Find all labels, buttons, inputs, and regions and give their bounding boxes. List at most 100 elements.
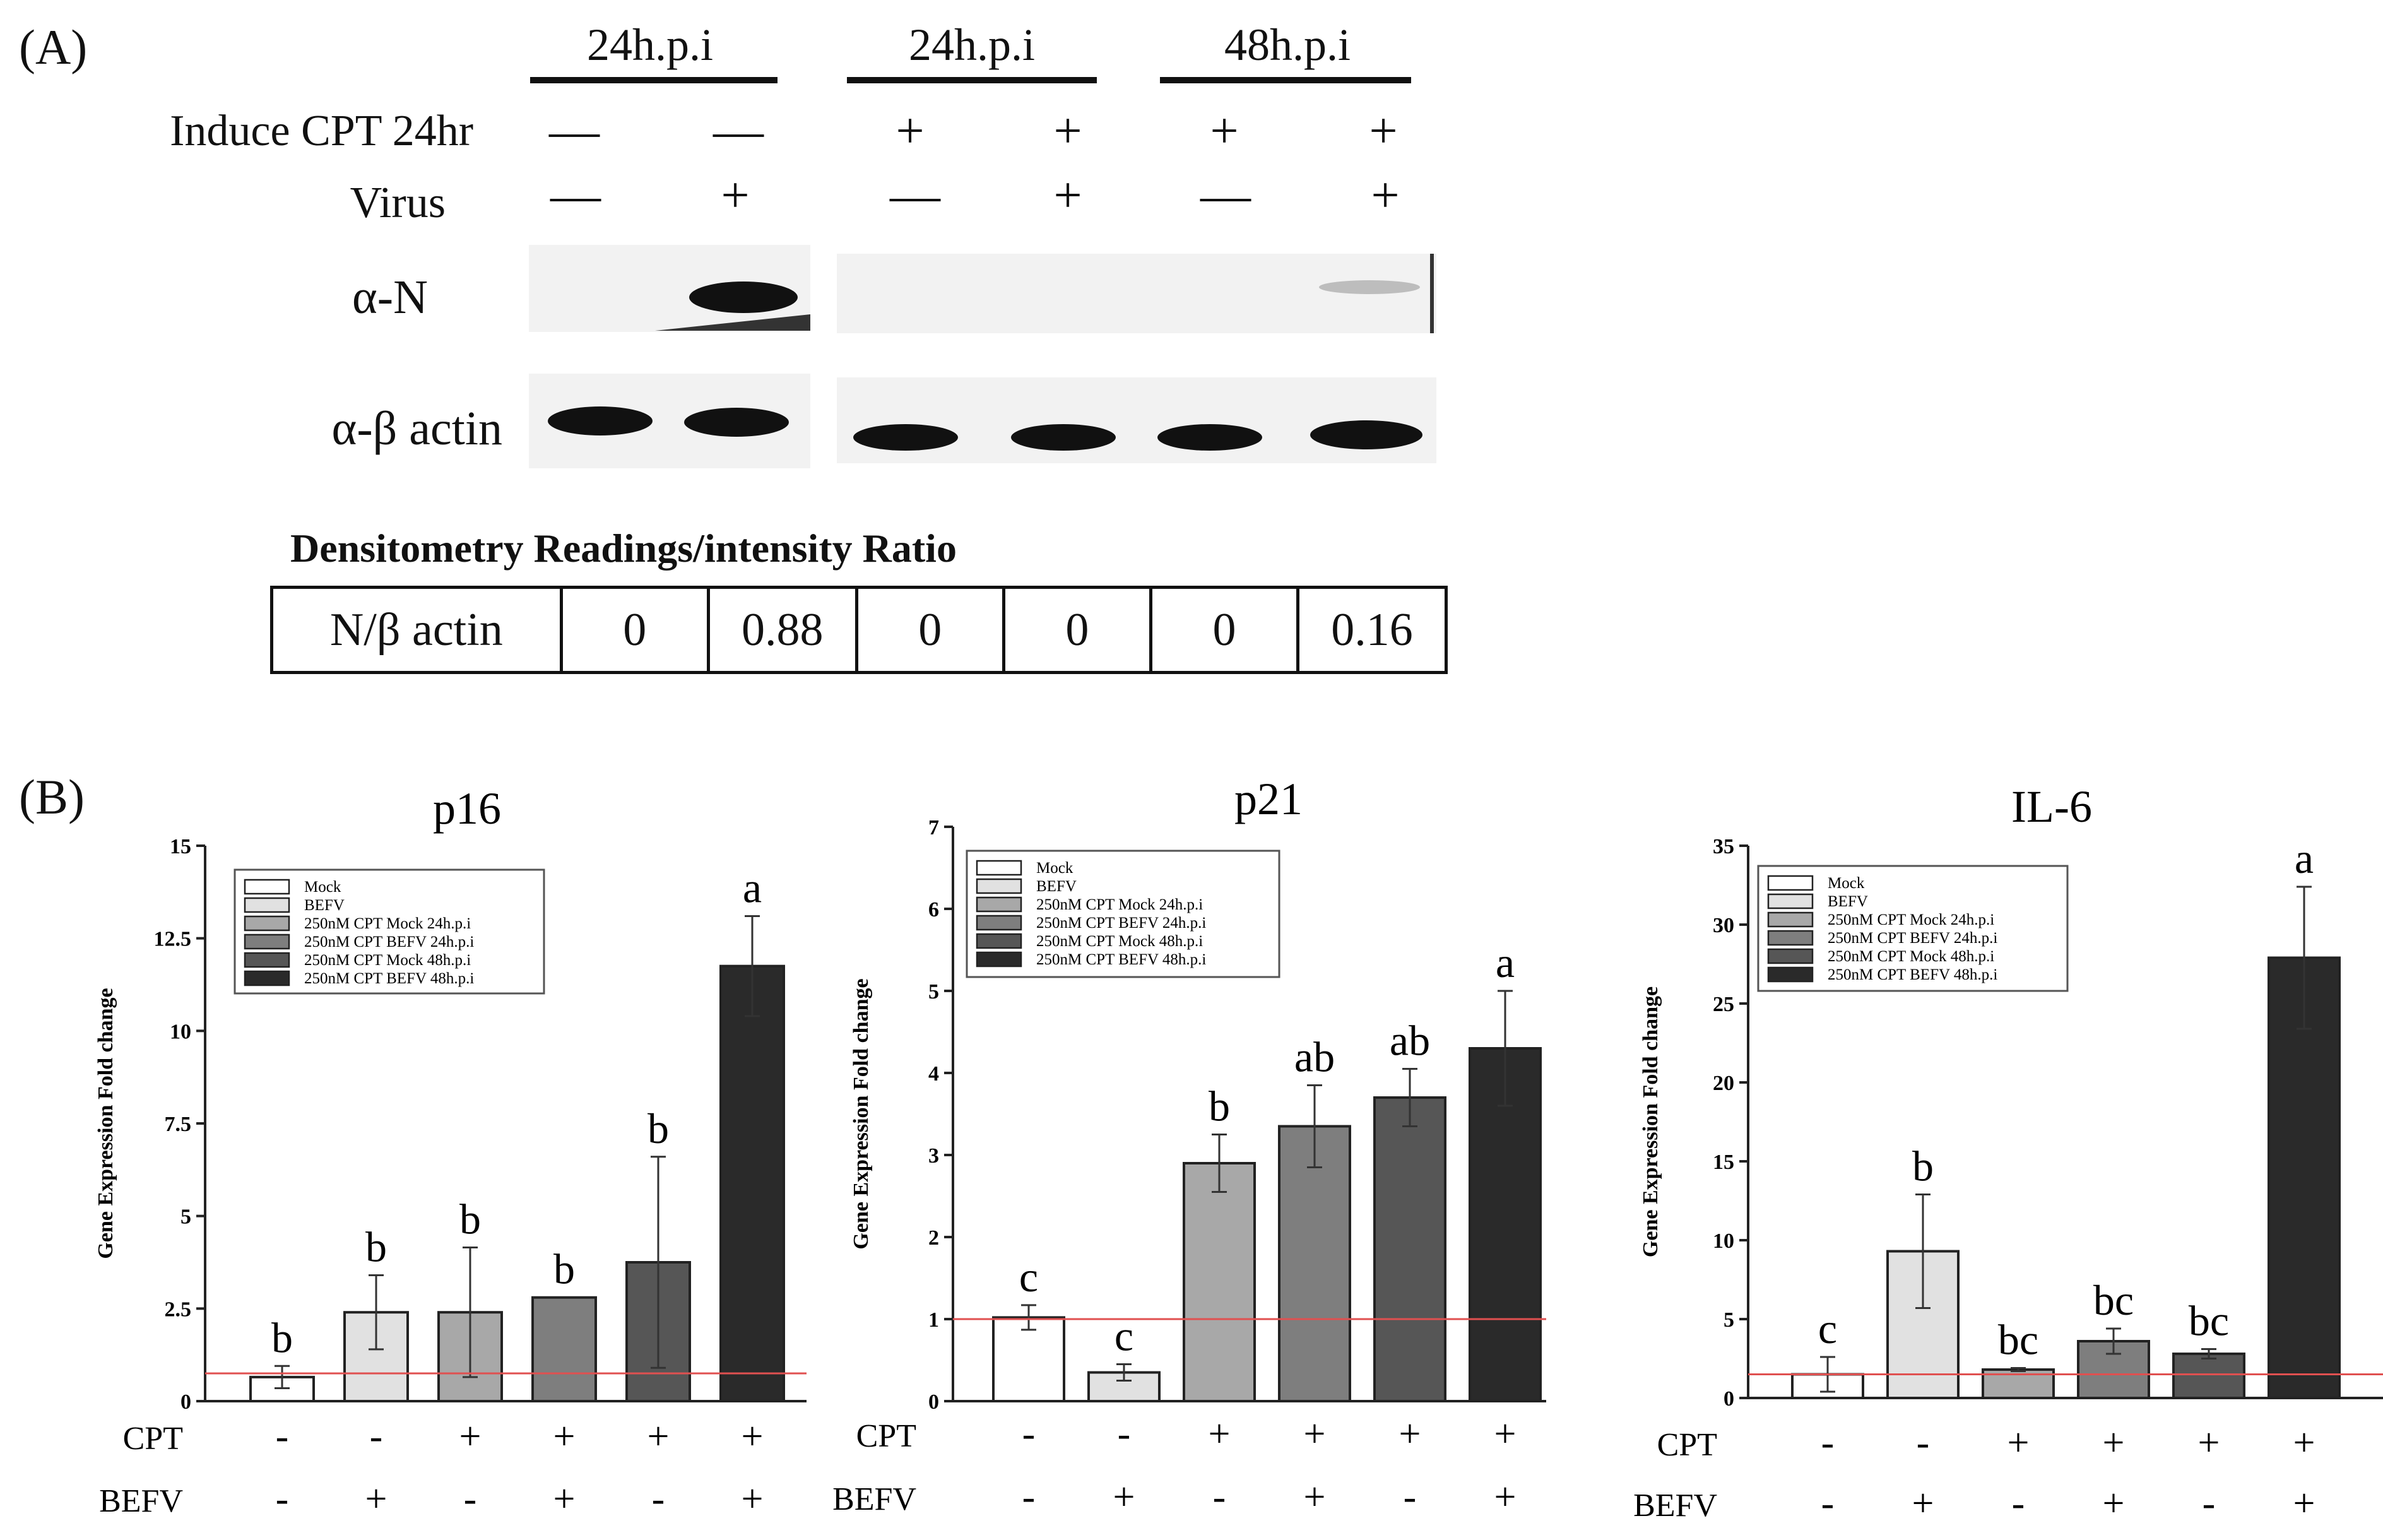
bar [992,1316,1065,1403]
legend-entry: 250nM CPT BEFV 48h.p.i [304,970,474,987]
virus-symbol-4: + [1053,168,1082,223]
panel-b-label: (B) [19,769,85,824]
legend-swatch [244,897,290,913]
legend-entry: 250nM CPT BEFV 48h.p.i [1036,951,1206,968]
legend-swatch [1767,893,1814,909]
befv-sign: + [742,1478,764,1520]
befv-sign: + [1304,1476,1326,1519]
cpt-symbol-6: + [1369,104,1398,159]
legend-entry: 250nM CPT Mock 48h.p.i [304,952,471,969]
significance-label: bc [2093,1276,2134,1324]
bar [719,964,785,1402]
significance-label: b [459,1195,481,1243]
cpt-sign: - [276,1415,289,1458]
legend-entry: 250nM CPT Mock 24h.p.i [304,915,471,932]
legend-swatch [976,951,1022,968]
virus-symbol-1: — [550,168,601,223]
significance-label: ab [1294,1033,1335,1081]
legend-swatch [244,933,290,950]
befv-sign: + [1113,1476,1135,1519]
significance-label: bc [1998,1316,2038,1364]
time-header-line-2 [847,77,1097,83]
legend-swatch [976,933,1022,949]
band-actin-lane1 [548,406,653,435]
legend-swatch [244,952,290,968]
band-n-lane6-faint [1319,280,1420,294]
y-tick-label: 35 [1713,835,1734,858]
befv-sign: - [1022,1476,1036,1519]
cpt-sign: + [2103,1421,2125,1464]
cpt-symbol-4: + [1053,104,1082,159]
legend-entry: 250nM CPT Mock 24h.p.i [1036,896,1203,913]
befv-sign: - [464,1478,477,1520]
y-tick-label: 2.5 [165,1298,192,1321]
befv-sign: + [2293,1482,2315,1525]
legend-swatch [1767,948,1814,964]
befv-sign: + [365,1478,387,1520]
y-tick-label: 0 [180,1390,191,1414]
significance-label: c [1019,1253,1038,1301]
legend-swatch [1767,930,1814,946]
y-tick-label: 15 [1713,1151,1734,1174]
densitometry-title: Densitometry Readings/intensity Ratio [290,526,957,571]
y-tick-label: 25 [1713,993,1734,1016]
y-tick-label: 6 [928,898,939,921]
legend-entry: 250nM CPT Mock 48h.p.i [1828,948,1994,965]
row-label-cpt: Induce CPT 24hr [170,107,473,155]
cpt-sign: + [1209,1413,1231,1455]
befv-sign: - [276,1478,289,1520]
chart-p21: p21 Gene Expression Fold change 0 1 2 3 4 5 6 7 c -… [832,776,1546,1519]
y-tick-label: 10 [170,1020,191,1043]
significance-label: b [1912,1142,1934,1190]
significance-label: b [271,1313,293,1361]
densitometry-row-label: N/β actin [270,586,563,674]
densitometry-cell: 0 [854,586,1005,674]
cpt-sign: + [1304,1413,1326,1455]
time-header-3: 48h.p.i [1224,20,1351,70]
befv-sign: - [1213,1476,1226,1519]
blot-edge-artifact [655,314,810,331]
befv-sign: - [2012,1482,2025,1525]
densitometry-table: N/β actin 0 0.88 0 0 0 0.16 [270,586,1448,674]
cpt-sign: + [553,1415,576,1458]
y-tick-label: 20 [1713,1072,1734,1095]
legend-swatch [244,879,290,895]
time-header-1: 24h.p.i [586,20,713,70]
y-tick-label: 10 [1713,1229,1734,1253]
y-axis-label: Gene Expression Fold change [1639,986,1662,1257]
cpt-symbol-5: + [1210,104,1239,159]
row-label-actin: α-β actin [331,402,503,455]
virus-symbol-3: — [890,168,940,223]
befv-sign: + [1912,1482,1934,1525]
befv-sign: - [652,1478,665,1520]
time-header-line-3 [1160,77,1411,83]
legend-entry: BEFV [304,897,345,914]
y-tick-label: 15 [170,835,191,858]
cpt-sign: + [2198,1421,2220,1464]
virus-symbol-6: + [1371,168,1400,223]
bar [2172,1353,2245,1399]
bar [1183,1162,1256,1402]
y-tick-label: 1 [928,1308,939,1332]
y-tick-label: 3 [928,1144,939,1168]
chart-title: p21 [1234,776,1303,824]
legend-entry: 250nM CPT Mock 24h.p.i [1828,911,1994,928]
chart-title: p16 [433,783,501,834]
significance-label: a [743,863,762,911]
time-header-line-1 [530,77,778,83]
blot-alpha-n-left [529,245,810,332]
chart-title: IL-6 [2011,781,2092,832]
bar [531,1296,597,1402]
cpt-sign: - [370,1415,383,1458]
legend-entry: 250nM CPT BEFV 24h.p.i [1828,930,1997,947]
cpt-sign: + [647,1415,670,1458]
legend-entry: 250nM CPT BEFV 24h.p.i [304,933,474,951]
blot-alpha-n-right [837,254,1436,333]
cpt-sign: - [1821,1421,1835,1464]
befv-sign: - [1404,1476,1417,1519]
cpt-symbol-3: + [896,104,925,159]
legend-entry: BEFV [1036,878,1077,895]
time-header-2: 24h.p.i [908,20,1035,70]
significance-label: a [1496,939,1515,986]
y-tick-label: 30 [1713,914,1734,937]
